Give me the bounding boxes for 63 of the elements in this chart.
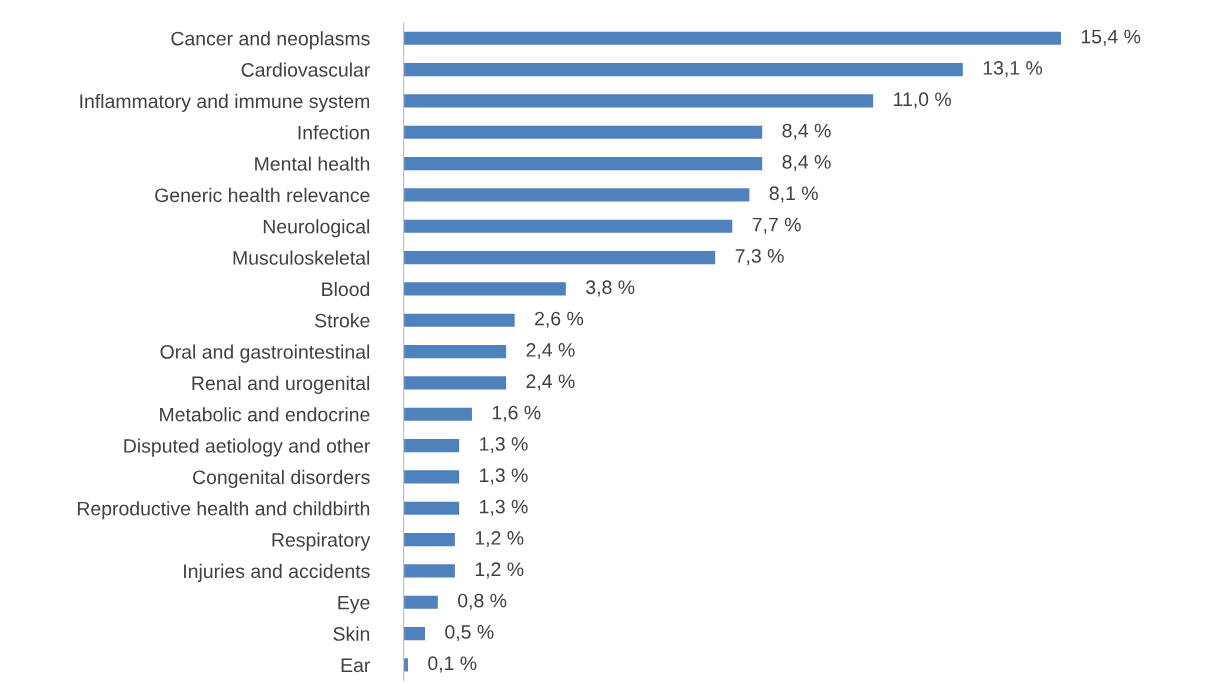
data-label: 2,4 % [526, 343, 575, 360]
data-label: 8,4 % [782, 123, 831, 140]
data-label: 15,4 % [1081, 29, 1141, 46]
bar [403, 125, 763, 139]
y-tick-label: Oral and gastrointestinal [160, 344, 370, 363]
data-label: 0,1 % [428, 656, 477, 673]
y-tick-label: Musculoskeletal [233, 250, 370, 265]
y-tick-label: Skin [333, 626, 370, 641]
data-label: 8,4 % [782, 155, 831, 172]
data-label: 8,1 % [769, 186, 818, 203]
y-tick-label: Injuries and accidents [184, 563, 370, 582]
bar [403, 219, 733, 233]
data-label: 1,6 % [492, 405, 541, 422]
y-tick-label: Reproductive health and childbirth [77, 501, 370, 520]
bar [403, 250, 716, 265]
bar [403, 282, 566, 296]
data-label: 0,5 % [445, 625, 494, 642]
bar [403, 470, 460, 484]
bar [403, 501, 460, 515]
y-tick-label: Inflammatory and immune system [80, 93, 370, 112]
bar [403, 345, 507, 359]
bar [403, 658, 408, 672]
bar [403, 627, 426, 641]
y-tick-label: Stroke [315, 313, 370, 328]
y-tick-label: Generic health relevance [155, 187, 370, 203]
y-tick-label: Infection [298, 125, 370, 140]
bar [403, 94, 874, 108]
data-label: 1,3 % [480, 437, 528, 454]
data-label: 2,4 % [526, 374, 575, 391]
bar [403, 31, 1061, 45]
bar [403, 313, 515, 327]
y-tick-label: Disputed aetiology and other [124, 438, 371, 457]
y-tick-label: Respiratory [272, 532, 371, 551]
bar [403, 533, 455, 547]
bar [403, 62, 963, 77]
bar [403, 439, 460, 453]
bar [403, 564, 455, 578]
bar [403, 156, 763, 171]
data-label: 1,3 % [480, 468, 528, 485]
data-label: 13,1 % [983, 61, 1043, 78]
bar [403, 376, 507, 390]
data-label: 0,8 % [458, 593, 507, 610]
y-tick-label: Mental health [255, 156, 370, 171]
data-label: 1,2 % [475, 562, 524, 579]
data-label: 1,2 % [475, 531, 524, 548]
y-tick-label: Eye [338, 595, 370, 614]
data-label: 3,8 % [586, 280, 635, 297]
data-label: 11,0 % [894, 92, 952, 109]
data-label: 7,3 % [735, 249, 784, 266]
data-label: 2,6 % [535, 311, 584, 328]
y-tick-label: Cancer and neoplasms [171, 31, 370, 50]
y-tick-label: Renal and urogenital [192, 375, 370, 394]
y-tick-label: Cardiovascular [241, 62, 371, 77]
y-tick-label: Ear [341, 658, 371, 673]
y-tick-label: Neurological [263, 219, 370, 238]
bar [403, 188, 750, 202]
bar [403, 595, 438, 609]
y-tick-label: Metabolic and endocrine [160, 407, 370, 422]
data-label: 1,3 % [480, 499, 528, 516]
y-tick-label: Blood [322, 281, 370, 297]
y-tick-label: Congenital disorders [193, 469, 370, 488]
data-label: 7,7 % [752, 217, 801, 234]
bar [403, 407, 472, 421]
